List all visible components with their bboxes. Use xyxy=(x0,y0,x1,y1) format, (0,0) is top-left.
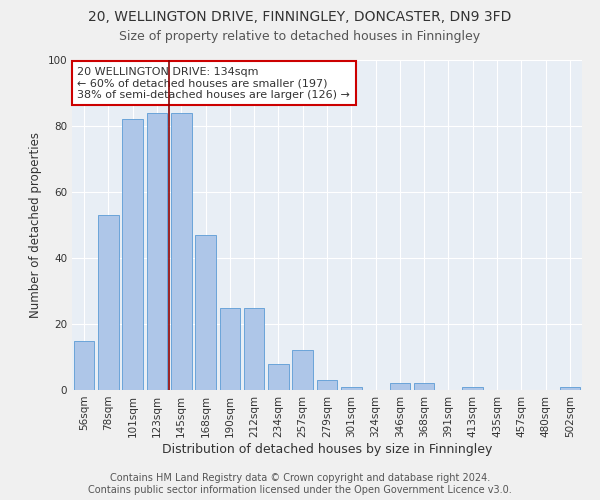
Bar xyxy=(560,386,580,390)
Bar xyxy=(463,386,483,390)
Bar xyxy=(220,308,240,390)
Bar xyxy=(268,364,289,390)
Y-axis label: Number of detached properties: Number of detached properties xyxy=(29,132,42,318)
Bar xyxy=(244,308,265,390)
Bar xyxy=(195,235,216,390)
Bar xyxy=(171,113,191,390)
Text: 20, WELLINGTON DRIVE, FINNINGLEY, DONCASTER, DN9 3FD: 20, WELLINGTON DRIVE, FINNINGLEY, DONCAS… xyxy=(88,10,512,24)
Text: Size of property relative to detached houses in Finningley: Size of property relative to detached ho… xyxy=(119,30,481,43)
Bar xyxy=(122,120,143,390)
Bar xyxy=(146,113,167,390)
Bar xyxy=(98,215,119,390)
Bar xyxy=(414,384,434,390)
Bar xyxy=(341,386,362,390)
Bar xyxy=(389,384,410,390)
X-axis label: Distribution of detached houses by size in Finningley: Distribution of detached houses by size … xyxy=(162,442,492,456)
Bar xyxy=(292,350,313,390)
Text: 20 WELLINGTON DRIVE: 134sqm
← 60% of detached houses are smaller (197)
38% of se: 20 WELLINGTON DRIVE: 134sqm ← 60% of det… xyxy=(77,66,350,100)
Text: Contains HM Land Registry data © Crown copyright and database right 2024.
Contai: Contains HM Land Registry data © Crown c… xyxy=(88,474,512,495)
Bar xyxy=(74,340,94,390)
Bar xyxy=(317,380,337,390)
